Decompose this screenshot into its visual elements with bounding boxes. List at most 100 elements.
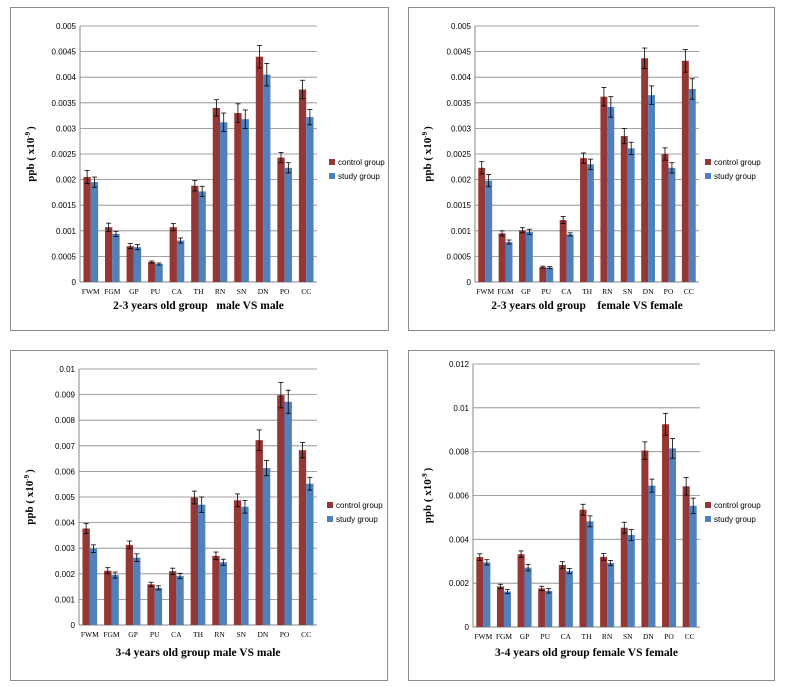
y-tick-label: 0.003 bbox=[55, 544, 76, 553]
legend-swatch-control bbox=[327, 502, 333, 508]
x-tick-label: SN bbox=[237, 287, 247, 296]
chart-panel-2: 0 0.0005 0.001 0.0015 0.002 0.0025 0.003 0.0035… bbox=[408, 7, 775, 331]
bar-control bbox=[579, 509, 587, 627]
chart-panel-1: 0 0.0005 0.001 0.0015 0.002 0.0025 0.003 0.0035… bbox=[10, 7, 389, 331]
bar-study bbox=[627, 534, 635, 627]
legend-swatch-control bbox=[705, 502, 711, 508]
y-tick-label: 0.0025 bbox=[447, 150, 472, 159]
bar-study bbox=[607, 563, 615, 627]
x-tick-label: SN bbox=[623, 287, 633, 296]
legend-label-study: study group bbox=[714, 515, 756, 524]
y-tick-label: 0.0005 bbox=[52, 252, 77, 261]
bar-control bbox=[212, 555, 220, 625]
y-tick-label: 0.004 bbox=[55, 519, 76, 528]
bar-control bbox=[538, 588, 546, 627]
x-tick-label: CA bbox=[561, 287, 572, 296]
bar-control bbox=[191, 185, 199, 282]
bar-control bbox=[517, 554, 525, 627]
y-tick-label: 0.008 bbox=[449, 448, 470, 457]
x-tick-label: RN bbox=[602, 287, 613, 296]
legend-label-study: study group bbox=[714, 172, 756, 181]
bar-control bbox=[620, 136, 628, 282]
x-tick-label: PO bbox=[280, 630, 290, 639]
chart-svg-2: 0 0.0005 0.001 0.0015 0.002 0.0025 0.003 0.0035… bbox=[421, 22, 761, 312]
bar-study bbox=[112, 233, 120, 282]
bar-control bbox=[234, 113, 242, 282]
bar-study bbox=[284, 401, 292, 625]
y-axis-label-main: ppb ( x10 bbox=[25, 137, 37, 182]
x-tick-label: CA bbox=[171, 630, 182, 639]
y-tick-label: 0.0005 bbox=[447, 252, 472, 261]
bar-control bbox=[539, 267, 547, 282]
chart-svg-1: 0 0.0005 0.001 0.0015 0.002 0.0025 0.003 0.0035… bbox=[24, 22, 385, 312]
x-tick-label: SN bbox=[623, 632, 633, 641]
chart-svg-3: 0 0.001 0.002 0.003 0.004 0.005 0.006 0.007 0.00… bbox=[23, 365, 383, 659]
bar-control bbox=[498, 233, 506, 282]
y-tick-label: 0 bbox=[71, 621, 76, 630]
bar-study bbox=[688, 88, 696, 282]
x-tick-label: FWM bbox=[81, 630, 99, 639]
y-tick-label: 0.002 bbox=[451, 176, 472, 185]
x-tick-label: PU bbox=[151, 287, 161, 296]
bar-control bbox=[558, 564, 566, 627]
x-tick-label: FGM bbox=[497, 287, 514, 296]
x-tick-label: RN bbox=[215, 287, 226, 296]
bar-study bbox=[545, 590, 553, 627]
y-tick-label: 0 bbox=[467, 278, 472, 287]
bar-control bbox=[169, 227, 177, 282]
x-tick-label: PU bbox=[541, 287, 551, 296]
y-tick-label: 0.0035 bbox=[52, 99, 77, 108]
y-axis-label-main: ppb ( x10 bbox=[422, 479, 434, 524]
x-tick-label: GP bbox=[128, 630, 138, 639]
y-tick-label: 0.005 bbox=[55, 493, 76, 502]
x-tick-label: SN bbox=[236, 630, 246, 639]
x-tick-label: DN bbox=[643, 287, 654, 296]
bar-study bbox=[648, 95, 656, 283]
y-tick-label: 0.0045 bbox=[447, 48, 472, 57]
bar-control bbox=[641, 450, 649, 627]
x-tick-label: DN bbox=[258, 287, 269, 296]
legend-label-control: control group bbox=[338, 158, 385, 167]
y-tick-label: 0.004 bbox=[451, 73, 472, 82]
chart-title: 3-4 years old group female VS female bbox=[495, 647, 678, 659]
bar-control bbox=[277, 395, 285, 625]
x-tick-label: FWM bbox=[82, 287, 100, 296]
x-tick-label: TH bbox=[582, 632, 593, 641]
x-tick-label: GP bbox=[521, 287, 531, 296]
x-tick-label: CC bbox=[301, 287, 311, 296]
bar-study bbox=[689, 505, 697, 627]
y-tick-label: 0.001 bbox=[451, 227, 472, 236]
bar-study bbox=[503, 591, 511, 627]
bar-control bbox=[559, 220, 567, 282]
chart-panel-3: 0 0.001 0.002 0.003 0.004 0.005 0.006 0.007 0.00… bbox=[10, 350, 388, 681]
chart-title: 2-3 years old group female VS female bbox=[491, 300, 683, 312]
x-tick-label: PO bbox=[280, 287, 290, 296]
bar-study bbox=[485, 180, 493, 282]
bar-study bbox=[546, 267, 554, 282]
bar-study bbox=[524, 567, 532, 627]
bar-control bbox=[104, 227, 113, 282]
x-tick-label: FGM bbox=[103, 630, 120, 639]
x-tick-label: PU bbox=[150, 630, 160, 639]
bar-control bbox=[126, 246, 134, 282]
y-tick-label: 0.012 bbox=[449, 360, 470, 369]
x-tick-label: FGM bbox=[496, 632, 513, 641]
legend-label-control: control group bbox=[714, 158, 761, 167]
y-tick-label: 0.002 bbox=[55, 570, 76, 579]
y-axis-label: ppb ( x10-9) bbox=[421, 467, 434, 523]
y-tick-label: 0.0025 bbox=[52, 150, 77, 159]
bar-study bbox=[154, 587, 163, 625]
bar-control bbox=[600, 556, 608, 627]
legend-swatch-control bbox=[705, 159, 711, 165]
bar-study bbox=[566, 234, 574, 282]
legend-swatch-study bbox=[705, 516, 711, 522]
bar-study bbox=[483, 562, 491, 627]
bar-control bbox=[83, 177, 91, 282]
y-axis-label-main: ppb ( x10 bbox=[24, 480, 36, 525]
y-tick-label: 0.002 bbox=[56, 176, 77, 185]
x-tick-label: PO bbox=[664, 632, 674, 641]
bar-control bbox=[298, 89, 307, 282]
bar-control bbox=[641, 58, 649, 283]
x-tick-label: GP bbox=[129, 287, 139, 296]
bar-study bbox=[627, 148, 635, 282]
